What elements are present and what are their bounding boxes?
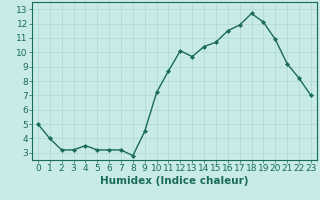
X-axis label: Humidex (Indice chaleur): Humidex (Indice chaleur)	[100, 176, 249, 186]
